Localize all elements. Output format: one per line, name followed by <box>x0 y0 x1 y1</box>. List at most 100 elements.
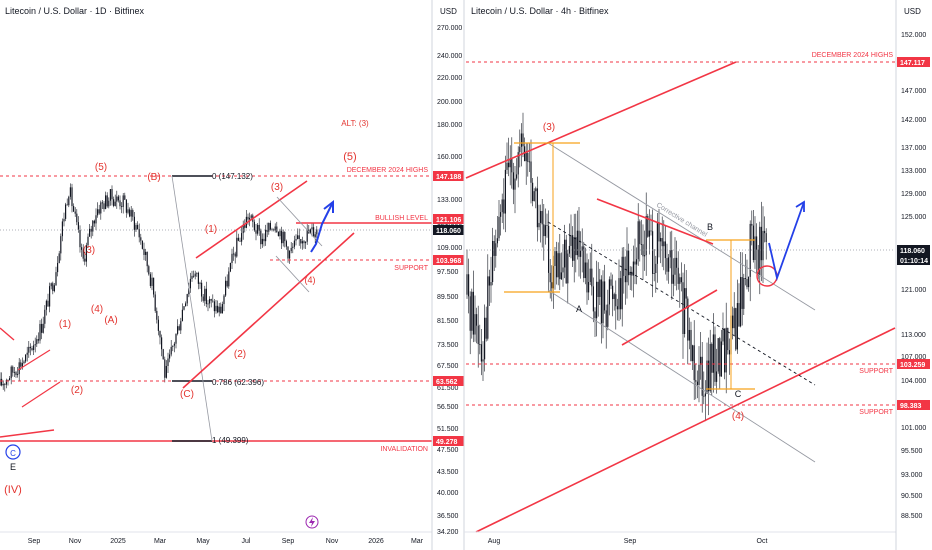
left-candle-body <box>121 206 123 208</box>
wave4-wedge-bottom <box>275 255 310 293</box>
left-candle-body <box>17 374 19 376</box>
fib-0-label: 0 (147.132) <box>212 172 253 181</box>
left-candle-body <box>282 231 284 244</box>
left-candle-body <box>111 189 113 200</box>
left-candle-body <box>181 309 183 322</box>
left-price-axis[interactable]: USD 270.000 240.000 220.000 200.000 180.000 1… <box>431 0 464 550</box>
wave-label-4-minor: (4) <box>91 304 103 315</box>
left-candle-body <box>297 235 299 240</box>
left-candle-body <box>143 248 145 255</box>
right-candle-body <box>754 236 756 260</box>
right-candle-body <box>663 241 665 247</box>
main-channel-upper <box>465 61 737 179</box>
right-candle-body <box>626 250 628 283</box>
left-candle-body <box>231 253 233 263</box>
right-y-tick: 125.000 <box>901 214 926 221</box>
left-candle-body <box>15 372 17 376</box>
right-y-tick: 95.500 <box>901 448 923 455</box>
left-chart-panel[interactable]: Litecoin / U.S. Dollar · 1D · Bitfinex 0… <box>0 6 432 545</box>
wave-label-B: (B) <box>147 172 160 183</box>
right-price-box <box>897 400 930 410</box>
left-candle-body <box>103 203 105 210</box>
left-price-box <box>433 225 464 235</box>
right-y-ticks: 152.000 147.000 142.000 137.000 133.000 129.0… <box>901 32 926 520</box>
right-candle-body <box>719 338 721 377</box>
left-label-support: SUPPORT <box>394 265 428 272</box>
left-candle-body <box>55 272 57 286</box>
left-candle-body <box>50 283 52 287</box>
right-candle-body <box>562 267 564 273</box>
right-candle-body <box>546 225 548 226</box>
right-candle-body <box>471 291 473 331</box>
right-candle-body <box>701 356 703 396</box>
left-y-tick: 160.000 <box>437 154 462 161</box>
left-candle-body <box>183 306 185 310</box>
right-candle-body <box>501 199 503 213</box>
left-candle-body <box>199 282 201 284</box>
right-candle-body <box>743 277 745 309</box>
right-candle-body <box>712 334 714 373</box>
left-label-invalidation: INVALIDATION <box>380 446 428 453</box>
left-candle-body <box>287 246 289 259</box>
right-y-tick: 93.000 <box>901 472 923 479</box>
left-candle-body <box>81 247 83 250</box>
right-candle-body <box>706 360 708 394</box>
right-candle-body <box>714 334 716 382</box>
right-candle-body <box>632 261 634 276</box>
right-candle-body <box>636 259 638 265</box>
left-candle-body <box>161 337 163 350</box>
right-candle-body <box>517 152 519 175</box>
left-candle-body <box>258 224 260 231</box>
right-x-tick: Oct <box>757 538 768 545</box>
right-wave-label-A: A <box>576 304 582 314</box>
right-candle-body <box>527 152 529 162</box>
right-candle-body <box>728 350 730 355</box>
right-price-axis[interactable]: USD 152.000147.000142.000137.000133.0001… <box>895 0 930 550</box>
right-candle-body <box>741 277 743 309</box>
left-candle-body <box>2 384 4 386</box>
left-candle-body <box>244 225 246 228</box>
wave-c-circle <box>5 444 21 460</box>
right-candle-body <box>720 341 722 377</box>
left-candle-body <box>13 372 15 373</box>
left-candle-body <box>1 378 3 386</box>
right-candle-body <box>573 237 575 261</box>
left-candle-body <box>89 228 91 237</box>
left-currency-label: USD <box>440 7 457 16</box>
left-candle-body <box>237 237 239 241</box>
left-candle-body <box>218 306 220 313</box>
left-candle-body <box>44 309 46 324</box>
left-candle-body <box>125 199 127 213</box>
right-candle-body <box>639 221 641 245</box>
right-candle-body <box>700 356 702 365</box>
right-candle-body <box>616 306 618 310</box>
right-candle-body <box>756 236 758 250</box>
right-candle-body <box>468 274 470 297</box>
left-price-box-label: 49.278 <box>436 439 458 446</box>
right-projection-arrow[interactable] <box>768 201 805 282</box>
left-candle-body <box>141 240 143 249</box>
left-candle-body <box>221 304 223 314</box>
right-candle-body <box>511 158 513 173</box>
right-candle-body <box>752 225 754 260</box>
right-candle-body <box>479 344 481 345</box>
right-candle-body <box>514 178 516 190</box>
left-candle-body <box>33 345 35 350</box>
left-candle-body <box>159 330 161 338</box>
left-candle-body <box>309 229 311 234</box>
right-candle-body <box>469 296 471 331</box>
left-candle-body <box>4 384 6 385</box>
left-candle-body <box>303 241 305 244</box>
left-candle-body <box>241 233 243 242</box>
wedge-top-line <box>17 349 51 371</box>
right-candle-body <box>733 308 735 329</box>
right-candle-body <box>661 238 663 247</box>
right-candle-body <box>564 239 566 268</box>
right-candle-body <box>624 275 626 283</box>
right-candle-body <box>757 249 759 275</box>
right-candle-body <box>765 233 767 243</box>
right-price-box <box>897 57 930 67</box>
left-candle-body <box>209 299 211 304</box>
projection-arrow[interactable] <box>310 201 334 253</box>
